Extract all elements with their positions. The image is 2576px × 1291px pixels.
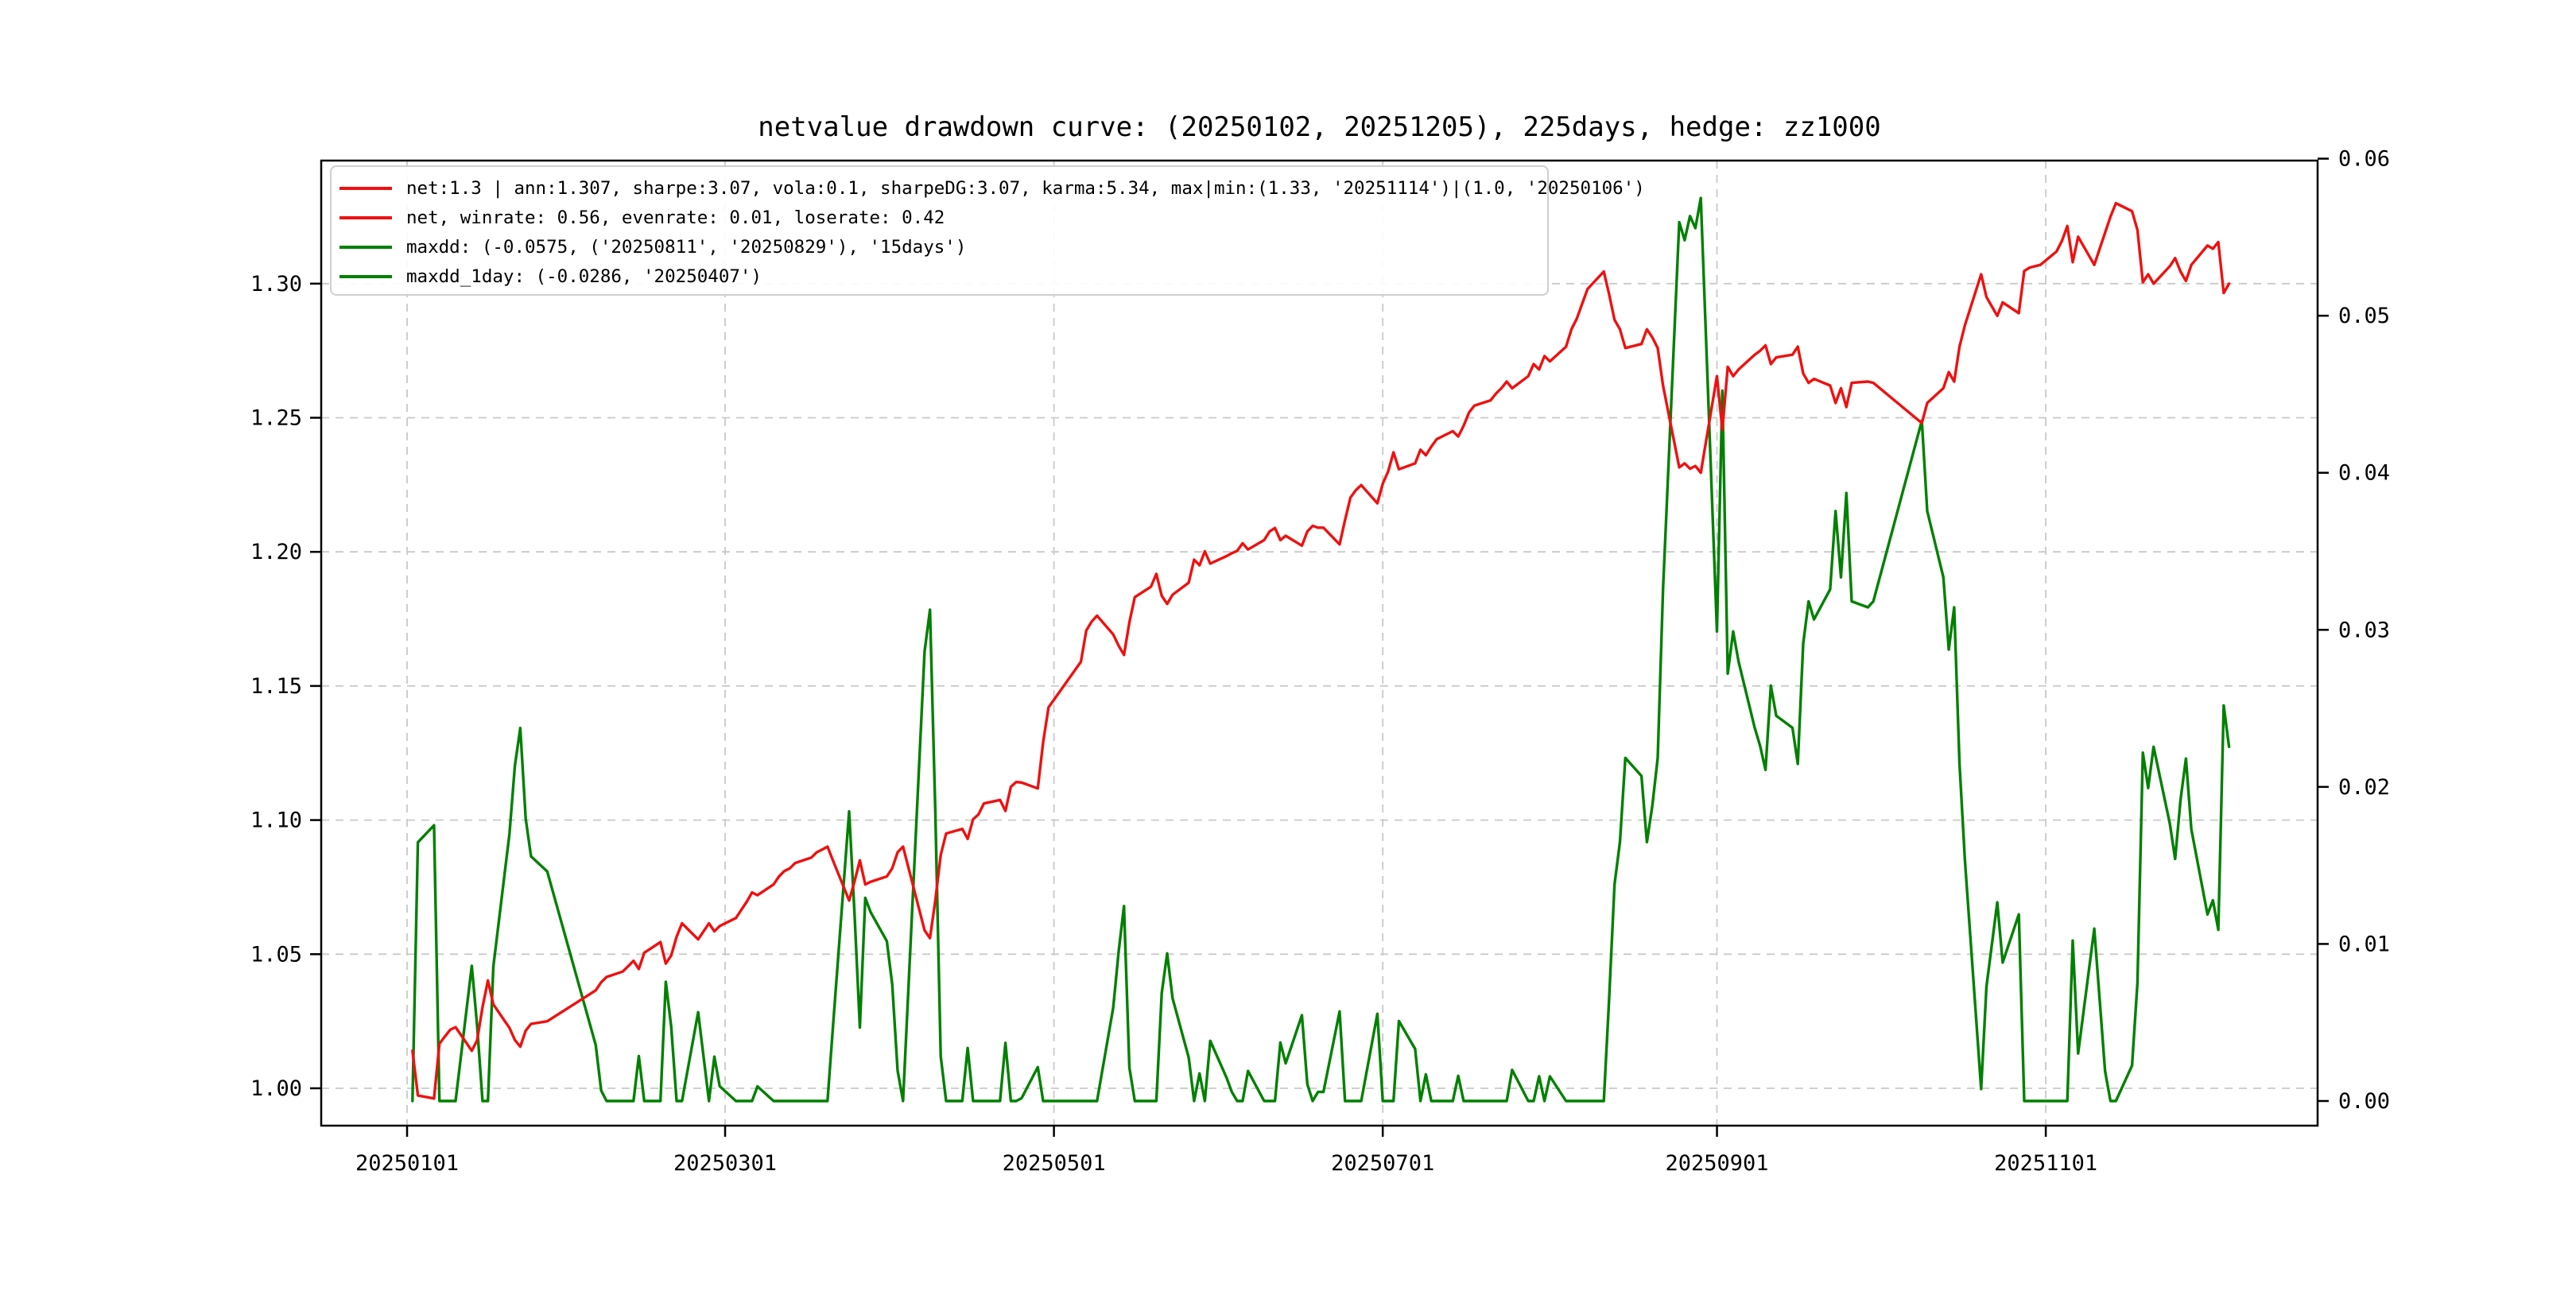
left-tick-label: 1.15 (250, 674, 302, 699)
left-tick-label: 1.25 (250, 406, 302, 431)
legend-line-sample (339, 215, 392, 219)
legend-item-label: net:1.3 | ann:1.307, sharpe:3.07, vola:0… (406, 177, 1645, 199)
legend-item: net:1.3 | ann:1.307, sharpe:3.07, vola:0… (339, 173, 1645, 203)
right-tick-label: 0.01 (2338, 932, 2390, 956)
legend-line-sample (339, 274, 392, 278)
legend: net:1.3 | ann:1.307, sharpe:3.07, vola:0… (330, 165, 1645, 296)
right-tick-label: 0.06 (2338, 147, 2390, 172)
right-tick-label: 0.00 (2338, 1089, 2390, 1114)
legend-item-label: maxdd_1day: (-0.0286, '20250407') (406, 266, 762, 287)
x-tick-label: 20250901 (1666, 1151, 1769, 1176)
left-tick-label: 1.00 (250, 1076, 302, 1101)
legend-line-sample (339, 245, 392, 249)
left-tick-label: 1.05 (250, 942, 302, 967)
drawdown-line (411, 196, 2231, 1103)
legend-item: maxdd: (-0.0575, ('20250811', '20250829'… (339, 232, 1547, 262)
x-tick-label: 20250501 (1003, 1151, 1106, 1176)
legend-item: net, winrate: 0.56, evenrate: 0.01, lose… (339, 203, 1547, 232)
legend-line-sample (339, 186, 392, 190)
left-tick-label: 1.30 (250, 272, 302, 297)
right-tick-label: 0.02 (2338, 775, 2390, 800)
x-tick-label: 20250101 (355, 1151, 459, 1176)
left-tick-label: 1.20 (250, 540, 302, 564)
left-tick-label: 1.10 (250, 808, 302, 833)
legend-item-label: net, winrate: 0.56, evenrate: 0.01, lose… (406, 207, 945, 228)
x-tick-label: 20250301 (673, 1151, 777, 1176)
plot-spine (320, 159, 2319, 1127)
right-tick-label: 0.05 (2338, 304, 2390, 328)
legend-item: maxdd_1day: (-0.0286, '20250407') (339, 262, 1547, 291)
legend-item-label: maxdd: (-0.0575, ('20250811', '20250829'… (406, 236, 967, 258)
x-tick-label: 20250701 (1331, 1151, 1434, 1176)
right-tick-label: 0.03 (2338, 618, 2390, 642)
right-tick-label: 0.04 (2338, 461, 2390, 486)
net-line (411, 201, 2231, 1100)
chart-title: netvalue drawdown curve: (20250102, 2025… (758, 111, 1881, 143)
x-tick-label: 20251101 (1994, 1151, 2097, 1176)
